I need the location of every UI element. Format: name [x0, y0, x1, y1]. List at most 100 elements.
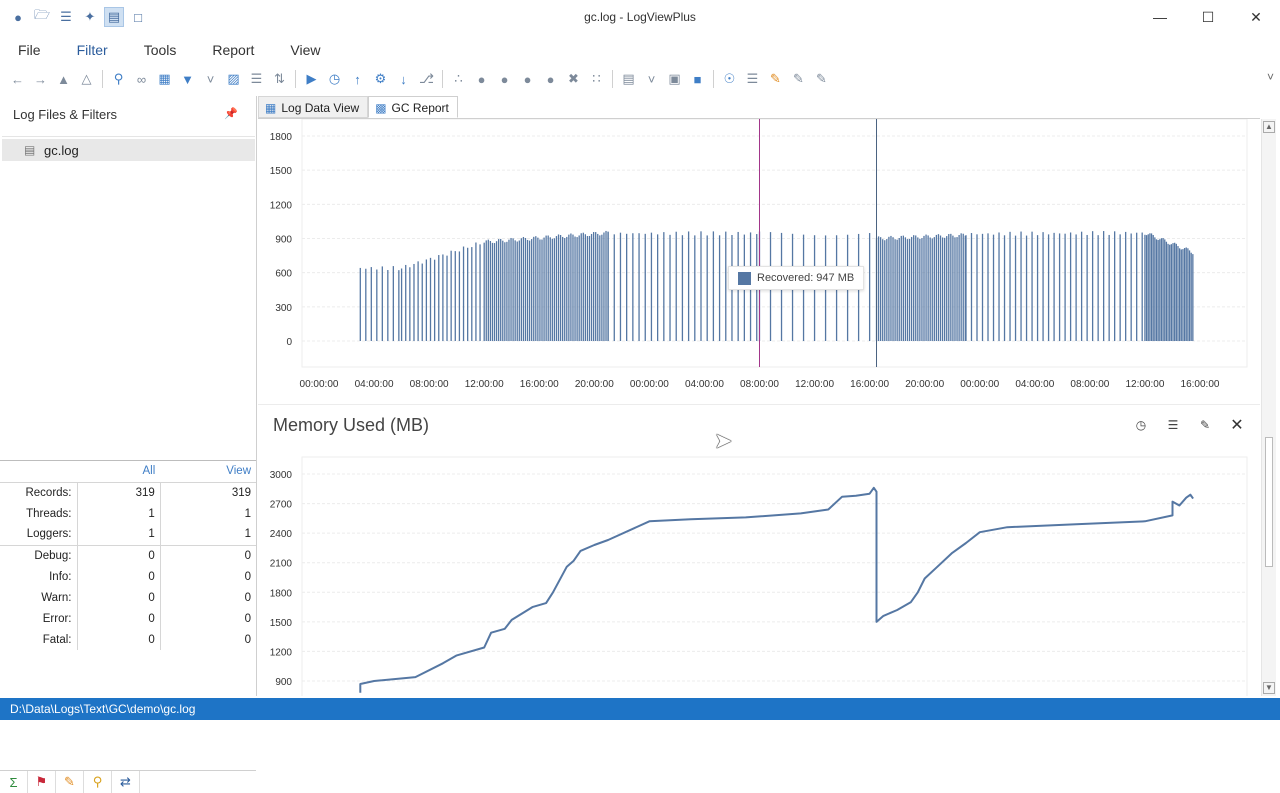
dot-icon[interactable]: ●: [523, 71, 532, 87]
download-icon[interactable]: ↓: [400, 71, 407, 87]
layers-icon[interactable]: ☰: [60, 9, 72, 24]
stats-col-view[interactable]: View: [226, 465, 251, 478]
tab-log-data-view[interactable]: ▦ Log Data View: [258, 96, 369, 118]
document-tabs: ▦ Log Data View ▩ GC Report: [258, 96, 458, 118]
tab-gc-report[interactable]: ▩ GC Report: [368, 96, 458, 118]
menu-file[interactable]: File: [18, 42, 41, 58]
highlight-icon[interactable]: ✎: [56, 771, 84, 793]
scatter-icon[interactable]: ∷: [592, 71, 601, 86]
menu-report[interactable]: Report: [212, 42, 255, 58]
cluster-icon[interactable]: ∴: [454, 71, 463, 86]
binoculars-icon[interactable]: ☉: [723, 71, 736, 86]
toolbar-separator: [295, 70, 296, 88]
stats-label: Threads:: [0, 503, 78, 524]
plot-frame: [301, 456, 1248, 696]
close-chart-icon[interactable]: ✕: [1230, 417, 1244, 434]
y-tick-label: 1800: [270, 132, 293, 143]
list-icon[interactable]: ☰: [250, 71, 263, 86]
forward-icon[interactable]: →: [34, 71, 47, 87]
back-icon[interactable]: ←: [11, 71, 24, 87]
panel-header: Log Files & Filters 📌: [0, 96, 256, 132]
window-controls: — ☐ ✕: [1136, 0, 1280, 34]
layout-icon[interactable]: ▤: [622, 71, 635, 86]
pin-icon[interactable]: 📌: [224, 108, 238, 120]
x-tick-label: 00:00:00: [300, 379, 339, 390]
clock-icon[interactable]: ◷: [1135, 418, 1147, 432]
stats-label: Fatal:: [0, 629, 78, 650]
stats-label: Info:: [0, 566, 78, 587]
sigma-icon[interactable]: Σ: [0, 771, 28, 793]
layout-dropdown-icon[interactable]: ˅: [647, 71, 656, 87]
top-icon[interactable]: △: [81, 71, 92, 86]
dot-icon[interactable]: ●: [546, 71, 555, 87]
chevron-down-icon[interactable]: ˅: [1266, 70, 1274, 84]
memory-chart: 900 1200 1500 1800 2100 2400 2700 3000: [270, 456, 1248, 696]
x-tick-label: 04:00:00: [685, 379, 724, 390]
recovered-chart: 0 300 600 900 1200 1500 1800 00:00:00 04:00:00 08…: [270, 119, 1248, 390]
y-tick-label: 1200: [270, 647, 293, 658]
tree-icon[interactable]: ⎇: [419, 71, 434, 86]
highlight-pen-icon[interactable]: ✎: [770, 71, 781, 86]
bookmark-icon[interactable]: ⚑: [28, 771, 56, 793]
stats-label: Error:: [0, 608, 78, 629]
gear-icon[interactable]: ⚙: [374, 71, 387, 86]
gc-report-area: 0 300 600 900 1200 1500 1800 00:00:00 04:00:00 08…: [258, 118, 1260, 696]
search-folder-icon[interactable]: ⚲: [84, 771, 112, 793]
stats-row: Fatal: 0 0: [0, 629, 256, 650]
stats-row: Info: 0 0: [0, 566, 256, 587]
clock-icon[interactable]: ◷: [328, 71, 341, 86]
open-folder-icon[interactable]: 🗁: [33, 7, 51, 22]
tools-icon[interactable]: ✦: [84, 9, 96, 24]
swap-icon[interactable]: ⇄: [112, 771, 140, 793]
stats-row: Records: 319 319: [0, 481, 256, 503]
y-tick-label: 300: [275, 303, 292, 314]
play-icon[interactable]: ▶: [306, 71, 317, 86]
memory-chart-title: Memory Used (MB): [273, 415, 430, 435]
left-panel: Log Files & Filters 📌 ▤ gc.log All View …: [0, 96, 257, 793]
view-icon[interactable]: ▤: [104, 7, 124, 27]
pen-clear-icon[interactable]: ✎: [816, 71, 827, 86]
stats-value: 0: [244, 633, 251, 646]
cross-icon[interactable]: ✖: [568, 71, 579, 86]
edit-icon[interactable]: ✎: [1199, 418, 1211, 432]
stats-col-all[interactable]: All: [142, 465, 156, 478]
filter-icon[interactable]: ▼: [181, 71, 194, 87]
triangle-up-icon[interactable]: ▲: [57, 71, 70, 87]
x-tick-label: 12:00:00: [1125, 379, 1164, 390]
minimize-icon[interactable]: —: [1153, 9, 1167, 25]
scroll-thumb[interactable]: [1265, 437, 1273, 567]
pen-icon[interactable]: ✎: [793, 71, 804, 86]
menu-tools[interactable]: Tools: [143, 42, 177, 58]
save-icon[interactable]: ▣: [668, 71, 681, 86]
filter-dropdown-icon[interactable]: ˅: [206, 71, 215, 87]
doc-icon[interactable]: □: [134, 9, 142, 25]
menu-filter[interactable]: Filter: [76, 42, 108, 58]
database-icon[interactable]: ▨: [227, 71, 240, 86]
x-tick-label: 00:00:00: [630, 379, 669, 390]
file-item[interactable]: ▤ gc.log: [2, 139, 255, 161]
database-icon[interactable]: ☰: [1167, 418, 1179, 432]
link-icon[interactable]: ∞: [136, 71, 147, 87]
merge-icon[interactable]: ⇅: [274, 71, 285, 86]
delete-icon[interactable]: ■: [693, 71, 702, 87]
upload-icon[interactable]: ↑: [354, 71, 361, 87]
close-icon[interactable]: ✕: [1250, 8, 1262, 25]
stats-value: 0: [77, 629, 161, 650]
y-tick-label: 3000: [270, 470, 293, 481]
menu-view[interactable]: View: [290, 42, 321, 58]
vertical-scrollbar[interactable]: ▲ ▼: [1261, 119, 1276, 696]
scroll-down-icon[interactable]: ▼: [1263, 682, 1275, 694]
scroll-up-icon[interactable]: ▲: [1263, 121, 1275, 133]
search-icon[interactable]: ⚲: [113, 71, 124, 86]
grid-filter-icon[interactable]: ▦: [158, 71, 171, 86]
table-icon: ▦: [265, 101, 277, 115]
x-tick-label: 08:00:00: [410, 379, 449, 390]
dot-icon[interactable]: ●: [500, 71, 509, 87]
maximize-icon[interactable]: ☐: [1201, 8, 1215, 25]
stats-header-row: All View: [0, 461, 256, 482]
dot-icon[interactable]: ●: [477, 71, 486, 87]
file-tree: ▤ gc.log: [2, 136, 255, 448]
sliders-icon[interactable]: ☰: [746, 71, 759, 86]
toolbar-separator: [713, 70, 714, 88]
logo-icon[interactable]: ●: [14, 9, 22, 25]
